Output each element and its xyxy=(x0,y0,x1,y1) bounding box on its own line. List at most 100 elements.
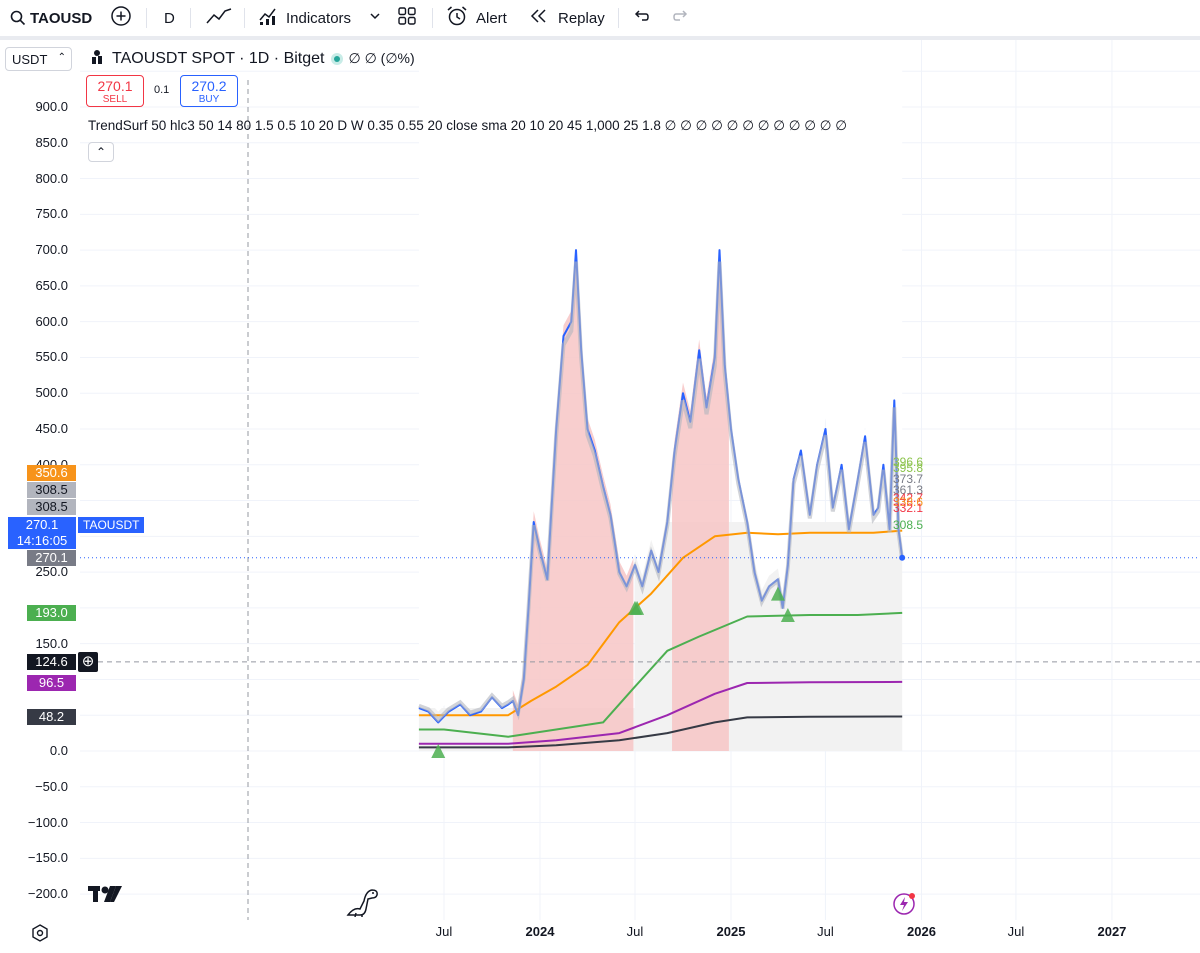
chevron-icon: ⌃ xyxy=(57,52,66,63)
right-value-label: 342.7 xyxy=(893,491,924,505)
dinosaur-icon[interactable] xyxy=(346,887,380,922)
price-tick-label: −200.0 xyxy=(27,886,68,902)
search-icon xyxy=(10,10,26,26)
price-badge: 350.6 xyxy=(27,465,76,481)
time-tick-label: 2025 xyxy=(716,924,746,939)
sell-button[interactable]: 270.1 SELL xyxy=(86,75,144,107)
layout-button[interactable] xyxy=(397,0,417,36)
price-badge: 124.6 xyxy=(27,654,76,670)
price-badge: 96.5 xyxy=(27,675,76,691)
replay-icon xyxy=(529,8,549,28)
buy-price: 270.2 xyxy=(191,78,227,94)
legend-title: TAOUSDT SPOT · 1D · Bitget xyxy=(112,49,325,67)
symbol-name: TAOUSD xyxy=(30,9,93,27)
replay-label: Replay xyxy=(558,9,605,27)
right-value-label: 373.7 xyxy=(893,472,924,486)
collapse-indicators-button[interactable]: ⌃ xyxy=(88,142,114,162)
buy-signal-marker xyxy=(431,744,446,758)
sell-price: 270.1 xyxy=(97,78,133,94)
price-tick-label: 450.0 xyxy=(35,421,68,436)
buy-button[interactable]: 270.2 BUY xyxy=(180,75,238,107)
indicator-legend[interactable]: TrendSurf 50 hlc3 50 14 80 1.5 0.5 10 20… xyxy=(88,118,848,133)
price-badge: 14:16:05 xyxy=(8,533,76,549)
price-badge: 308.5 xyxy=(27,482,76,498)
price-tick-label: 550.0 xyxy=(35,349,68,365)
price-tick-label: 900.0 xyxy=(35,99,68,114)
chevron-up-icon: ⌃ xyxy=(95,145,107,159)
price-tick-label: 600.0 xyxy=(35,313,68,329)
interval-button[interactable]: D xyxy=(164,0,175,36)
price-tick-label: −150.0 xyxy=(27,850,68,866)
price-tick-label: 500.0 xyxy=(35,385,68,401)
price-tick-label: 0.0 xyxy=(49,743,68,758)
price-tick-label: −100.0 xyxy=(27,814,68,830)
settings-button[interactable] xyxy=(31,924,49,947)
time-tick-label: Jul xyxy=(626,924,644,939)
layout-grid-icon xyxy=(397,6,417,30)
price-tick-label: 650.0 xyxy=(35,277,68,293)
add-symbol-button[interactable] xyxy=(110,0,132,36)
price-badge: 193.0 xyxy=(27,605,76,621)
price-tick-label: −50.0 xyxy=(35,778,68,794)
chart-type-button[interactable] xyxy=(206,0,232,36)
time-tick-label: Jul xyxy=(1007,924,1025,939)
symbol-search[interactable]: TAOUSD xyxy=(10,0,92,36)
trend-shading xyxy=(418,40,903,751)
right-value-label: 395.8 xyxy=(893,461,924,475)
symbol-legend[interactable]: TAOUSDT SPOT · 1D · Bitget ∅ ∅ (∅%) xyxy=(88,47,415,70)
indicators-button[interactable]: Indicators xyxy=(258,0,351,36)
time-tick-label: Jul xyxy=(435,924,453,939)
right-value-label: 308.5 xyxy=(893,518,924,532)
buy-signal-marker xyxy=(630,600,645,615)
price-tick-label: 250.0 xyxy=(35,564,68,580)
time-tick-label: Jul xyxy=(817,924,834,939)
redo-button[interactable] xyxy=(672,0,690,36)
chart-overlay xyxy=(80,557,1200,663)
toolbar-separator xyxy=(0,36,1200,40)
price-badge: 48.2 xyxy=(27,709,76,725)
right-value-label: 396.6 xyxy=(893,455,924,469)
currency-unit-value: USDT xyxy=(12,51,48,67)
price-tick-label: 750.0 xyxy=(35,206,68,222)
price-tick-label: 850.0 xyxy=(35,134,68,150)
lightning-icon[interactable] xyxy=(893,892,917,921)
shading-mask xyxy=(418,40,903,712)
price-tick-label: 800.0 xyxy=(35,170,68,186)
undo-button[interactable] xyxy=(632,0,650,36)
replay-button[interactable]: Replay xyxy=(529,0,605,36)
smoothed-price-band xyxy=(418,261,905,723)
buy-signal-marker xyxy=(770,586,785,601)
spread-value: 0.1 xyxy=(154,84,170,96)
add-symbol-icon xyxy=(110,5,132,31)
add-order-plus-icon[interactable]: ⊕ xyxy=(78,652,98,672)
interval-label: D xyxy=(164,9,175,27)
buy-label: BUY xyxy=(198,94,220,105)
alarm-clock-icon xyxy=(446,5,468,31)
right-value-label: 361.3 xyxy=(893,483,924,497)
chevron-down-icon xyxy=(368,9,382,27)
right-value-label: 332.1 xyxy=(893,501,924,515)
right-value-label: 338.6 xyxy=(893,495,924,509)
line-chart-icon xyxy=(206,6,232,30)
top-toolbar: TAOUSD D Indicators Alert xyxy=(0,0,1200,36)
time-tick-label: 2026 xyxy=(907,924,936,939)
time-tick-label: 2027 xyxy=(1097,924,1127,939)
tradingview-logo-icon xyxy=(88,47,106,70)
price-chart[interactable] xyxy=(0,40,1200,953)
currency-unit-select[interactable]: USDT ⌃ xyxy=(5,47,72,71)
tradingview-watermark-icon[interactable] xyxy=(88,884,124,909)
indicators-icon xyxy=(258,6,278,30)
symbol-price-tag: TAOUSDT xyxy=(78,517,145,533)
signal-markers xyxy=(431,586,795,758)
indicators-label: Indicators xyxy=(286,9,352,27)
buy-signal-marker xyxy=(780,608,795,623)
alert-button[interactable]: Alert xyxy=(446,0,507,36)
price-badge: 270.1 xyxy=(27,550,76,566)
time-tick-label: 2024 xyxy=(525,924,555,939)
last-price-dot xyxy=(899,554,906,561)
price-tick-label: 700.0 xyxy=(35,242,68,258)
series-lines xyxy=(418,249,906,749)
alert-label: Alert xyxy=(476,9,507,27)
indicator-templates-dropdown[interactable] xyxy=(368,0,382,36)
support-line-dark xyxy=(418,715,903,749)
